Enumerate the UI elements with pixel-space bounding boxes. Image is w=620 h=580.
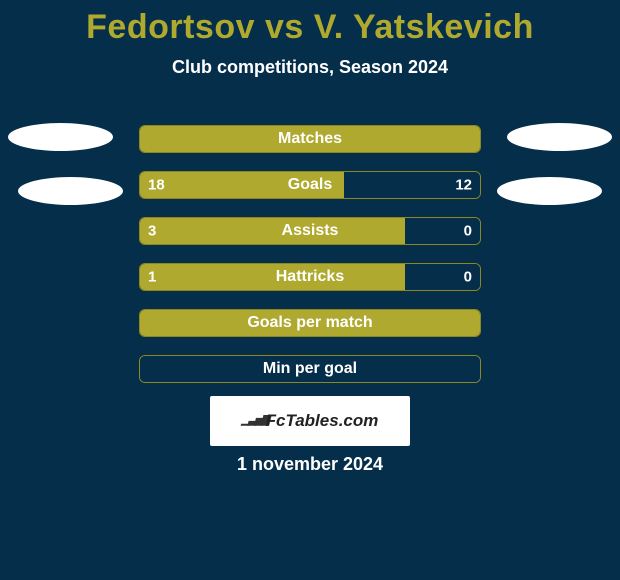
stat-bar: Min per goal: [139, 355, 481, 383]
stat-bar: Goals1812: [139, 171, 481, 199]
player-avatar-left-1: [8, 123, 113, 151]
player-avatar-right-2: [497, 177, 602, 205]
page-subtitle: Club competitions, Season 2024: [0, 57, 620, 78]
stat-bar-right-segment: [405, 264, 480, 290]
stat-bar: Goals per match: [139, 309, 481, 337]
page-title: Fedortsov vs V. Yatskevich: [0, 0, 620, 47]
bars-icon: ▁▃▅▇: [242, 419, 262, 423]
comparison-bars: Matches Goals1812 Assists30 Hattricks10 Goal…: [139, 125, 481, 401]
source-badge: ▁▃▅▇ FcTables.com: [210, 396, 410, 446]
stat-bar-right-segment: [405, 218, 480, 244]
stat-bar-right-segment: [344, 172, 480, 198]
stat-bar: Matches: [139, 125, 481, 153]
stat-bar-left-segment: [140, 126, 480, 152]
player-avatar-left-2: [18, 177, 123, 205]
stat-bar-left-segment: [140, 264, 405, 290]
stat-bar-right-segment: [140, 356, 480, 382]
stat-bar-left-segment: [140, 218, 405, 244]
snapshot-date: 1 november 2024: [0, 454, 620, 475]
stat-bar: Assists30: [139, 217, 481, 245]
source-badge-text: FcTables.com: [266, 411, 379, 431]
stat-bar-left-segment: [140, 310, 480, 336]
stat-bar-left-segment: [140, 172, 344, 198]
stat-bar: Hattricks10: [139, 263, 481, 291]
player-avatar-right-1: [507, 123, 612, 151]
